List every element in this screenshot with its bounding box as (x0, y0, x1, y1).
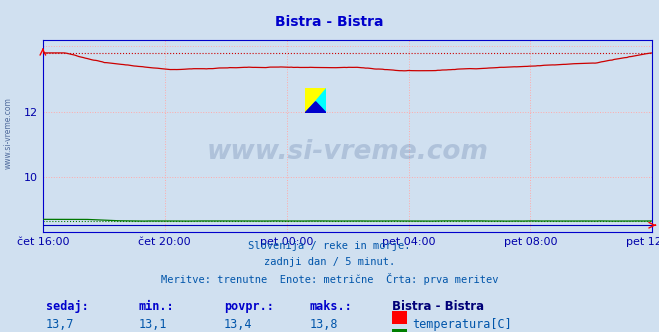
Text: min.:: min.: (138, 300, 174, 313)
Text: www.si-vreme.com: www.si-vreme.com (207, 138, 488, 165)
Text: Bistra - Bistra: Bistra - Bistra (275, 15, 384, 29)
Text: maks.:: maks.: (310, 300, 353, 313)
Polygon shape (305, 102, 326, 113)
Text: 13,8: 13,8 (310, 318, 338, 331)
Text: Meritve: trenutne  Enote: metrične  Črta: prva meritev: Meritve: trenutne Enote: metrične Črta: … (161, 273, 498, 285)
Text: temperatura[C]: temperatura[C] (412, 318, 511, 331)
Text: zadnji dan / 5 minut.: zadnji dan / 5 minut. (264, 257, 395, 267)
Text: 13,1: 13,1 (138, 318, 167, 331)
Text: sedaj:: sedaj: (46, 300, 89, 313)
Text: 13,4: 13,4 (224, 318, 252, 331)
Text: www.si-vreme.com: www.si-vreme.com (3, 97, 13, 169)
Text: 13,7: 13,7 (46, 318, 74, 331)
Polygon shape (305, 88, 326, 113)
Text: Bistra - Bistra: Bistra - Bistra (392, 300, 484, 313)
Text: Slovenija / reke in morje.: Slovenija / reke in morje. (248, 241, 411, 251)
Text: povpr.:: povpr.: (224, 300, 274, 313)
Polygon shape (305, 88, 326, 113)
